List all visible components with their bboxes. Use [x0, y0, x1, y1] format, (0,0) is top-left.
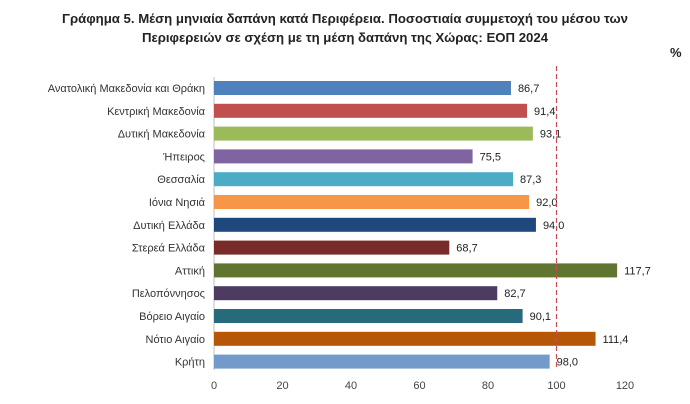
unit-label: %	[670, 45, 682, 60]
bar	[214, 149, 473, 164]
x-tick-label: 60	[413, 380, 425, 392]
bar	[214, 240, 450, 255]
plot-area: Ανατολική Μακεδονία και Θράκη 86,7 Κεντρικ…	[48, 66, 651, 392]
category-label: Ιόνια Νησιά	[149, 197, 206, 209]
bar	[214, 263, 618, 278]
bar	[214, 172, 514, 187]
data-label: 94,0	[543, 220, 564, 232]
data-label: 75,5	[480, 151, 501, 163]
category-label: Στερεά Ελλάδα	[132, 243, 206, 255]
data-label: 86,7	[518, 83, 539, 95]
bar	[214, 103, 528, 118]
bar	[214, 81, 511, 95]
x-tick-label: 0	[211, 380, 217, 392]
data-label: 98,0	[557, 357, 578, 369]
category-label: Κρήτη	[175, 357, 205, 369]
bar	[214, 354, 550, 369]
x-tick-label: 40	[345, 380, 357, 392]
category-label: Ανατολική Μακεδονία και Θράκη	[48, 83, 205, 95]
bar	[214, 217, 536, 232]
data-label: 91,4	[534, 106, 555, 118]
chart-title-line-2: Περιφερειών σε σχέση με τη μέση δαπάνη τ…	[141, 30, 549, 45]
data-label: 90,1	[530, 311, 551, 323]
x-tick-label: 20	[276, 380, 288, 392]
data-label: 111,4	[603, 334, 629, 346]
category-label: Νότιο Αιγαίο	[146, 334, 205, 346]
data-label: 68,7	[456, 243, 477, 255]
category-label: Κεντρική Μακεδονία	[107, 106, 206, 118]
category-label: Αττική	[175, 265, 205, 277]
x-tick-label: 120	[616, 380, 634, 392]
data-label: 92,0	[536, 197, 557, 209]
category-label: Ήπειρος	[162, 151, 205, 163]
bar	[214, 126, 533, 141]
data-label: 117,7	[624, 265, 651, 277]
data-label: 82,7	[504, 288, 525, 300]
bar	[214, 286, 498, 301]
category-label: Πελοπόννησος	[132, 288, 205, 300]
bar	[214, 331, 596, 346]
data-label: 87,3	[520, 174, 541, 186]
category-label: Βόρειο Αιγαίο	[139, 311, 205, 323]
data-label: 93,1	[540, 129, 561, 141]
chart-title-line-1: Γράφημα 5. Μέση μηνιαία δαπάνη κατά Περι…	[62, 11, 628, 26]
category-label: Δυτική Μακεδονία	[118, 129, 206, 141]
x-tick-label: 100	[547, 380, 565, 392]
bar	[214, 309, 523, 323]
category-label: Θεσσαλία	[157, 174, 205, 186]
chart-title: Γράφημα 5. Μέση μηνιαία δαπάνη κατά Περι…	[0, 9, 690, 47]
x-tick-label: 80	[482, 380, 494, 392]
bar	[214, 195, 530, 209]
category-label: Δυτική Ελλάδα	[133, 220, 205, 232]
